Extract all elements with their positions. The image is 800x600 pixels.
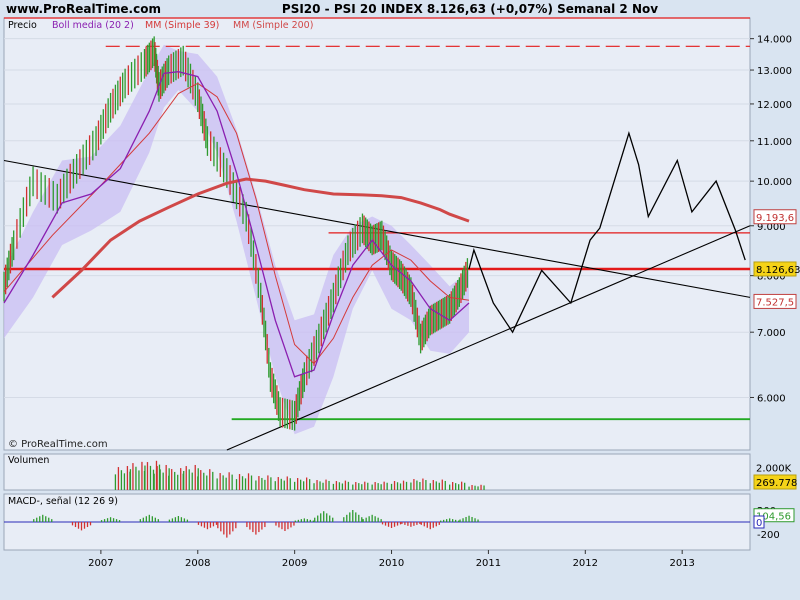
x-tick-label: 2011 [476,558,501,569]
site-name: www.ProRealTime.com [6,2,161,16]
macd-tick-label: -200 [757,530,780,541]
y-tick-label: 14.000 [757,35,792,46]
projection-line [468,130,746,334]
x-tick-label: 2008 [185,558,210,569]
chart-title: PSI20 - PSI 20 INDEX 8.126,63 (+0,07%) S… [282,2,658,16]
x-tick-label: 2010 [379,558,404,569]
volume-last-badge [753,474,797,490]
legend-item: Precio [8,20,37,31]
y-tick-label: 13.000 [757,66,792,77]
last-value-badge [753,261,797,277]
volume-panel [3,453,751,491]
y-tick-label: 8.000 [757,272,786,283]
y-tick-label: 11.000 [757,137,792,148]
x-tick-label: 2012 [573,558,598,569]
macd-last-label: 104,56 [756,512,791,523]
volume-title: Volumen [8,455,49,466]
legend-item: Boll media (20 2) [52,20,134,31]
bollinger-band [4,44,469,435]
y-tick-label: 10.000 [757,177,792,188]
last-value-badge [753,209,797,225]
macd-title: MACD-, señal (12 26 9) [8,496,118,507]
y-axis: 6.000 7.000 8.000 9.000 10.000 11.000 12.000 13… [750,35,800,404]
price-legend: Precio Boll media (20 2) MM (Simple 39) MM … [8,20,313,31]
y-tick-label: 9.000 [757,222,786,233]
volume-last-label: 269.778 [756,478,797,489]
volume-plot-area: Volumen 2.000K 269.778 [8,455,797,490]
price-plot-area [3,17,751,451]
ma200-line [51,177,470,299]
watermark: © ProRealTime.com [8,439,108,450]
trend-line [226,225,751,451]
macd-zero-label: 0 [756,518,762,529]
ma39-line [3,82,470,365]
macd-zero-badge [753,515,765,529]
x-tick-label: 2013 [669,558,694,569]
y-tick-label: 7.000 [757,328,786,339]
legend-item: MM (Simple 39) [145,20,219,31]
x-tick-label: 2007 [88,558,113,569]
boll-mid-line [3,71,470,378]
y-tick-label: 12.000 [757,100,792,111]
last-value-label: 7.527,5 [756,297,794,308]
legend-item: MM (Simple 200) [233,20,313,31]
last-value-label: 8.126,63 [756,265,800,276]
x-axis: 2007 2008 2009 2010 2011 2012 2013 [88,550,695,569]
last-value-badge [753,293,797,309]
volume-tick-label: 2.000K [756,463,792,474]
last-value-label: 9.193,6 [756,213,794,224]
x-tick-label: 2009 [282,558,307,569]
y-tick-label: 6.000 [757,393,786,404]
